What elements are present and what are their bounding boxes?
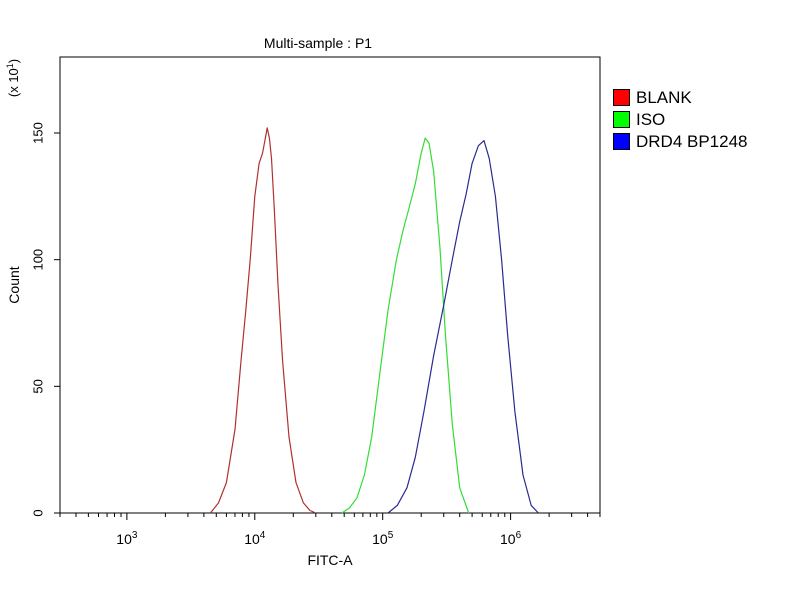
legend-item: BLANK <box>613 86 748 108</box>
plot-frame <box>59 56 601 514</box>
y-tick-label: 100 <box>31 249 46 271</box>
legend-label: ISO <box>636 109 666 129</box>
legend-item: DRD4 BP1248 <box>613 130 748 152</box>
x-tick-label: 106 <box>500 530 522 547</box>
y-tick-label: 50 <box>31 379 46 393</box>
chart-title: Multi-sample : P1 <box>264 35 372 51</box>
series-curves <box>209 127 539 514</box>
x-axis: 103 104 105 106 <box>59 513 601 547</box>
x-axis-label: FITC-A <box>307 552 353 568</box>
y-tick-label: 0 <box>31 509 46 516</box>
legend-swatch <box>613 88 630 106</box>
legend-swatch <box>613 110 630 128</box>
series-curve-drd4-bp1248 <box>387 140 539 514</box>
legend-item: ISO <box>613 108 748 130</box>
legend-swatch <box>613 132 630 150</box>
y-axis: 0 50 100 150 <box>31 122 60 517</box>
series-curve-blank <box>209 127 317 514</box>
x-tick-label: 104 <box>244 530 266 547</box>
series-curve-iso <box>341 137 470 514</box>
y-axis-multiplier: (x 101) <box>5 59 21 97</box>
x-tick-label: 105 <box>372 530 394 547</box>
y-tick-label: 150 <box>31 122 46 144</box>
y-axis-label: Count <box>6 266 22 303</box>
legend-label: DRD4 BP1248 <box>636 131 748 151</box>
legend-label: BLANK <box>636 87 692 107</box>
x-tick-label: 103 <box>116 530 138 547</box>
legend: BLANK ISO DRD4 BP1248 <box>613 86 748 152</box>
